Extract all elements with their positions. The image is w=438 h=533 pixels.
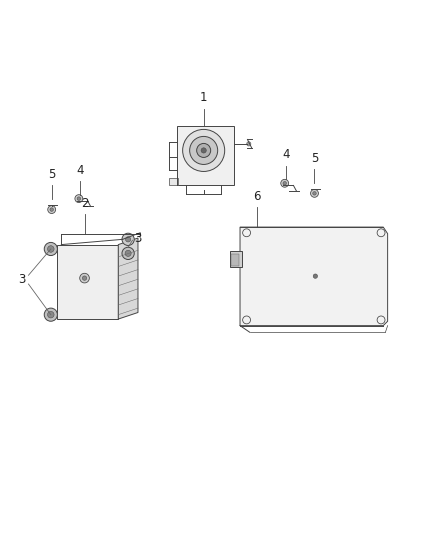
Circle shape bbox=[44, 243, 57, 255]
Text: 5: 5 bbox=[48, 168, 55, 181]
Circle shape bbox=[283, 182, 286, 185]
FancyBboxPatch shape bbox=[169, 177, 178, 185]
Circle shape bbox=[247, 142, 251, 146]
Text: 3: 3 bbox=[18, 273, 25, 286]
Circle shape bbox=[125, 237, 131, 242]
Circle shape bbox=[82, 276, 87, 280]
Circle shape bbox=[50, 208, 53, 211]
Circle shape bbox=[48, 206, 56, 214]
Circle shape bbox=[44, 308, 57, 321]
Circle shape bbox=[77, 197, 81, 200]
Text: 1: 1 bbox=[200, 92, 208, 104]
Text: 3: 3 bbox=[134, 231, 141, 245]
Circle shape bbox=[313, 274, 318, 278]
Text: 4: 4 bbox=[282, 148, 290, 161]
Text: 4: 4 bbox=[76, 164, 84, 177]
Circle shape bbox=[80, 273, 89, 283]
Circle shape bbox=[47, 246, 54, 252]
Circle shape bbox=[201, 148, 206, 153]
Circle shape bbox=[122, 247, 134, 260]
Polygon shape bbox=[118, 238, 138, 319]
Text: 2: 2 bbox=[81, 197, 88, 209]
Circle shape bbox=[125, 251, 131, 256]
Circle shape bbox=[311, 189, 318, 197]
Polygon shape bbox=[57, 245, 118, 319]
FancyBboxPatch shape bbox=[231, 254, 239, 266]
Text: 5: 5 bbox=[311, 152, 318, 165]
Circle shape bbox=[281, 179, 289, 187]
Circle shape bbox=[122, 233, 134, 246]
Polygon shape bbox=[240, 227, 388, 326]
Circle shape bbox=[313, 191, 316, 195]
FancyBboxPatch shape bbox=[230, 251, 242, 268]
Polygon shape bbox=[177, 126, 234, 185]
Circle shape bbox=[183, 130, 225, 172]
Circle shape bbox=[47, 311, 54, 318]
Circle shape bbox=[190, 136, 218, 165]
Circle shape bbox=[75, 195, 83, 203]
Text: 6: 6 bbox=[253, 190, 261, 203]
Circle shape bbox=[197, 143, 211, 157]
